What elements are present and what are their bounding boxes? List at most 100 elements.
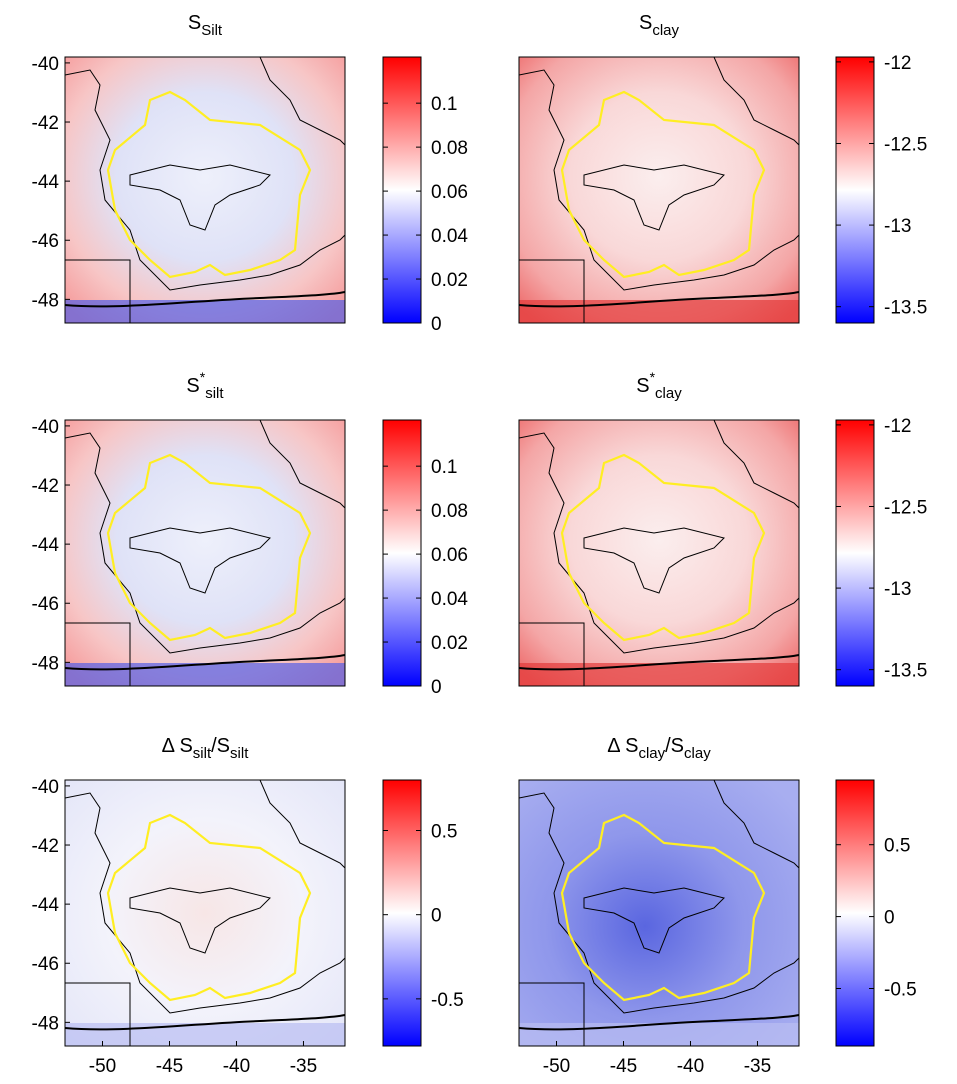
x-tick-label: -50 (543, 1056, 570, 1077)
title-part: silt (193, 745, 212, 762)
colorbar-tick-label: 0.04 (431, 589, 468, 610)
map (65, 420, 345, 686)
title-part: * (650, 369, 656, 385)
panel-title: Δ Sclay/Sclay (607, 735, 711, 762)
colorbar-tick-label: 0.08 (431, 501, 468, 522)
colorbar-tick-label: 0.5 (884, 836, 910, 857)
title-part: clay (652, 22, 679, 39)
contour (713, 57, 799, 146)
x-tick-label: -35 (290, 1056, 317, 1077)
yellow-contour (106, 90, 312, 279)
contour (65, 432, 345, 654)
colorbar-tick-label: -12.5 (884, 497, 927, 518)
colorbar-tick-label: 0.02 (431, 270, 468, 291)
y-tick-label: -44 (32, 895, 60, 916)
contour (129, 887, 271, 954)
contour (583, 164, 725, 231)
y-tick-label: -48 (32, 290, 59, 311)
panel-title: Sclay (639, 12, 680, 39)
colorbar (835, 779, 875, 1047)
y-tick-label: -40 (32, 417, 59, 438)
contour (259, 420, 345, 509)
colorbar-tick-label: -0.5 (431, 990, 464, 1011)
map-frame (64, 779, 346, 1047)
coastline (65, 291, 345, 308)
map (519, 780, 799, 1046)
boundary (519, 259, 585, 323)
boundary (65, 622, 131, 686)
contours (65, 780, 345, 1046)
coastline (519, 291, 799, 308)
colorbar-tick-label: -12 (884, 416, 911, 437)
title-part: silt (230, 745, 249, 762)
boundary (65, 982, 131, 1046)
contour (713, 780, 799, 869)
y-tick-label: -40 (32, 54, 59, 75)
colorbar-tick-label: 0 (431, 906, 442, 927)
title-part: S (636, 375, 649, 397)
map-frame (518, 56, 800, 324)
yellow-contour (560, 453, 766, 642)
title-part: S (186, 375, 199, 397)
coastline (65, 654, 345, 671)
x-tick-label: -50 (89, 1056, 116, 1077)
contours (65, 420, 345, 686)
panel-title: S*silt (186, 369, 224, 402)
colorbar-tick-label: -13.5 (884, 298, 927, 319)
y-tick-label: -44 (32, 535, 60, 556)
contours (519, 420, 799, 686)
contour (713, 420, 799, 509)
panel-title: S*clay (636, 369, 682, 402)
y-tick-label: -48 (32, 653, 59, 674)
yellow-contour (560, 90, 766, 279)
colorbar-tick-label: 0 (431, 314, 442, 335)
yellow-contour (106, 813, 312, 1002)
y-tick-label: -42 (32, 476, 59, 497)
y-tick-label: -42 (32, 113, 59, 134)
panel-title: SSilt (188, 12, 223, 39)
y-tick-label: -46 (32, 954, 59, 975)
southern-strip (65, 663, 345, 686)
map-frame (64, 419, 346, 687)
map (65, 780, 345, 1046)
contour (519, 432, 799, 654)
southern-strip (65, 300, 345, 323)
colorbar-tick-label: 0.1 (431, 457, 457, 478)
southern-strip (65, 1023, 345, 1046)
colorbar (382, 419, 422, 687)
colorbar-tick-label: 0.06 (431, 545, 468, 566)
coastline (519, 654, 799, 671)
x-tick-label: -45 (156, 1056, 183, 1077)
map-frame (64, 56, 346, 324)
contour (583, 887, 725, 954)
colorbar-tick-label: -12 (884, 53, 911, 74)
y-tick-label: -46 (32, 594, 59, 615)
contours (65, 57, 345, 323)
colorbar-tick-label: 0.02 (431, 633, 468, 654)
colorbar-tick-label: 0 (431, 677, 442, 698)
yellow-contour (106, 453, 312, 642)
title-part: Silt (201, 22, 223, 39)
colorbar-tick-label: 0 (884, 908, 895, 929)
panel-title: Δ Ssilt/Ssilt (162, 735, 250, 762)
x-tick-label: -35 (744, 1056, 771, 1077)
colorbar-tick-label: 0.06 (431, 182, 468, 203)
contour (583, 527, 725, 594)
boundary (65, 259, 131, 323)
colorbar-tick-label: 0.1 (431, 94, 457, 115)
y-tick-label: -44 (32, 172, 60, 193)
title-part: silt (205, 385, 224, 402)
x-tick-label: -40 (677, 1056, 704, 1077)
title-part: clay (684, 745, 711, 762)
title-part: /S (665, 735, 684, 757)
colorbar (835, 419, 875, 687)
contour (129, 164, 271, 231)
y-tick-label: -40 (32, 777, 59, 798)
colorbar-tick-label: -13 (884, 579, 911, 600)
contour (259, 780, 345, 869)
colorbar-tick-label: 0.04 (431, 226, 468, 247)
colorbar (382, 779, 422, 1047)
y-tick-label: -48 (32, 1013, 59, 1034)
title-part: * (200, 369, 206, 385)
